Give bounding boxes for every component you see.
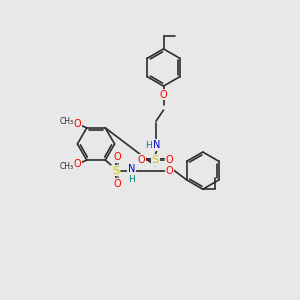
Text: O: O: [73, 159, 81, 169]
Text: N: N: [128, 164, 135, 174]
Text: O: O: [73, 119, 81, 129]
Text: S: S: [112, 166, 119, 176]
Text: CH₃: CH₃: [59, 117, 74, 126]
Text: O: O: [166, 166, 174, 176]
Text: H: H: [128, 175, 135, 184]
Text: O: O: [160, 89, 167, 100]
Text: N: N: [153, 140, 160, 150]
Text: O: O: [137, 155, 145, 165]
Text: CH₃: CH₃: [59, 162, 74, 171]
Text: O: O: [113, 152, 121, 162]
Text: H: H: [145, 141, 152, 150]
Text: O: O: [165, 155, 173, 165]
Text: O: O: [113, 179, 121, 189]
Text: S: S: [152, 155, 159, 165]
